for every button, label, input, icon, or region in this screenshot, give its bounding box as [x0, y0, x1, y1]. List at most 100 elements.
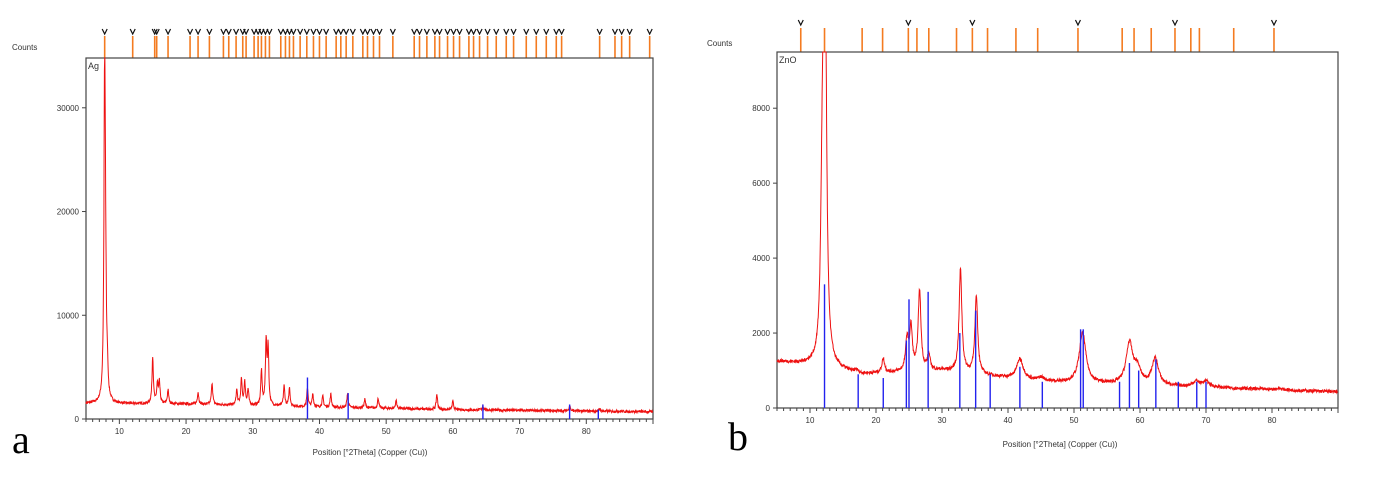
reference-marker-icon [195, 28, 202, 36]
reference-marker-icon [510, 28, 517, 36]
y-tick-label: 4000 [752, 254, 770, 263]
panel-b: Counts Position [°2Theta] (Copper (Cu)) … [707, 19, 1339, 459]
x-tick-label: 80 [1268, 416, 1277, 425]
reference-marker-icon [376, 28, 383, 36]
reference-marker-icon [905, 19, 912, 27]
reference-marker-icon [523, 28, 530, 36]
reference-marker-icon [476, 28, 483, 36]
diffraction-pattern-line [85, 57, 654, 415]
x-tick-label: 30 [938, 416, 947, 425]
reference-marker-icon [431, 28, 438, 36]
reference-marker-icon [303, 28, 310, 36]
reference-marker-icon [503, 28, 510, 36]
panel-letter: a [12, 417, 30, 462]
x-tick-label: 10 [115, 427, 124, 436]
sample-label: Ag [88, 61, 99, 71]
reference-marker-icon [533, 28, 540, 36]
x-tick-label: 30 [248, 427, 257, 436]
y-tick-label: 0 [766, 404, 771, 413]
reference-marker-icon [243, 28, 250, 36]
reference-marker-icon [465, 28, 472, 36]
reference-marker-icon [423, 28, 430, 36]
reference-marker-icon [233, 28, 240, 36]
reference-marker-icon [1074, 19, 1081, 27]
reference-marker-icon [297, 28, 304, 36]
reference-marker-icon [364, 28, 371, 36]
reference-marker-icon [553, 28, 560, 36]
reference-marker-icon [277, 28, 284, 36]
x-tick-label: 10 [806, 416, 815, 425]
y-tick-label: 30000 [57, 104, 80, 113]
x-tick-label: 50 [1070, 416, 1079, 425]
reference-marker-icon [370, 28, 377, 36]
reference-marker-icon [493, 28, 500, 36]
reference-marker-icon [436, 28, 443, 36]
reference-marker-icon [220, 28, 227, 36]
reference-marker-icon [646, 28, 653, 36]
reference-marker-icon [153, 28, 160, 36]
reference-marker-icon [225, 28, 232, 36]
x-tick-label: 20 [872, 416, 881, 425]
reference-marker-icon [343, 28, 350, 36]
y-tick-label: 2000 [752, 329, 770, 338]
reference-marker-icon [558, 28, 565, 36]
panel-letter: b [728, 414, 748, 459]
y-tick-label: 8000 [752, 104, 770, 113]
panel-a: Counts Position [°2Theta] (Copper (Cu)) … [12, 28, 654, 462]
y-tick-label: 10000 [57, 311, 80, 320]
plot-frame [776, 51, 1339, 409]
reference-marker-icon [151, 28, 158, 36]
reference-marker-icon [450, 28, 457, 36]
reference-marker-icon [323, 28, 330, 36]
reference-marker-icon [456, 28, 463, 36]
reference-marker-icon [618, 28, 625, 36]
reference-marker-icon [333, 28, 340, 36]
x-axis-label: Position [°2Theta] (Copper (Cu)) [1003, 440, 1118, 449]
reference-marker-icon [187, 28, 194, 36]
reference-marker-icon [969, 19, 976, 27]
sample-label: ZnO [779, 55, 797, 65]
y-axis-label: Counts [12, 43, 37, 52]
reference-marker-icon [389, 28, 396, 36]
reference-marker-icon [206, 28, 213, 36]
reference-marker-icon [444, 28, 451, 36]
y-tick-label: 6000 [752, 179, 770, 188]
reference-marker-icon [349, 28, 356, 36]
reference-marker-icon [611, 28, 619, 36]
reference-marker-icon [470, 28, 477, 36]
reference-marker-icon [543, 28, 550, 36]
x-tick-label: 70 [515, 427, 524, 436]
y-axis-label: Counts [707, 39, 732, 48]
reference-marker-icon [165, 28, 172, 36]
reference-marker-icon [596, 28, 603, 36]
reference-marker-icon [1171, 19, 1179, 27]
plot-frame [85, 57, 654, 420]
x-tick-label: 20 [182, 427, 191, 436]
reference-marker-icon [290, 28, 297, 36]
reference-marker-icon [797, 19, 804, 27]
reference-marker-icon [359, 28, 366, 36]
x-tick-label: 60 [1136, 416, 1145, 425]
reference-marker-icon [1270, 19, 1278, 27]
x-tick-label: 80 [582, 427, 591, 436]
reference-marker-icon [411, 28, 418, 36]
y-tick-label: 0 [75, 415, 80, 424]
reference-marker-icon [416, 28, 423, 36]
reference-marker-icon [310, 28, 317, 36]
reference-marker-icon [129, 28, 136, 36]
y-tick-label: 20000 [57, 208, 80, 217]
reference-marker-icon [316, 28, 323, 36]
x-tick-label: 40 [1004, 416, 1013, 425]
x-tick-label: 40 [315, 427, 324, 436]
diffraction-pattern-line [776, 51, 1339, 395]
reference-marker-icon [101, 28, 108, 36]
x-tick-label: 70 [1202, 416, 1211, 425]
reference-marker-icon [337, 28, 344, 36]
reference-marker-icon [484, 28, 491, 36]
x-tick-label: 50 [382, 427, 391, 436]
x-axis-label: Position [°2Theta] (Copper (Cu)) [313, 448, 428, 457]
reference-marker-icon [626, 28, 633, 36]
x-tick-label: 60 [448, 427, 457, 436]
reference-marker-icon [266, 28, 273, 36]
